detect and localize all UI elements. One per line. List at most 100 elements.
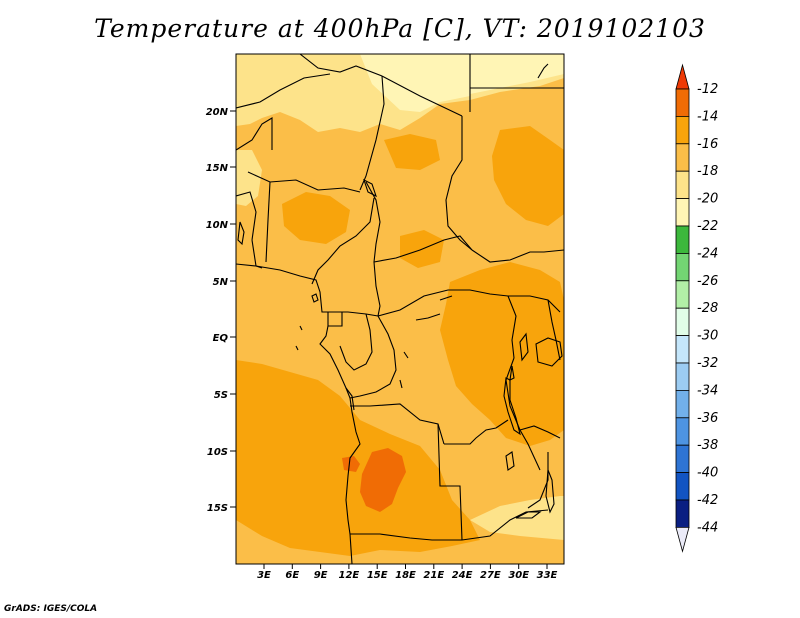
colorbar-segment [675,335,690,364]
field-central-warm-2 [384,134,440,170]
colorbar-segment [675,307,690,337]
credit-footer: GrADS: IGES/COLA [4,604,98,614]
border-eq-guinea [327,312,343,327]
border-southsudan-drc [508,295,561,313]
colorbar-segment [675,116,690,145]
latitude-axis: 20N 15N 10N 5N EQ 5S 10S 15S [206,107,236,514]
lat-tick-label: 15S [207,503,228,514]
colorbar-segment [675,417,690,446]
border-car-drc [377,289,509,317]
colorbar-segment [675,88,690,117]
map-frame [235,53,565,565]
colorbar-segment [675,252,690,282]
lake-mweru [505,451,515,471]
border-congo-drc [349,315,397,399]
colorbar-bottom-arrow [675,527,690,553]
colorbar-label: -44 [697,520,718,535]
field-east-warm [440,262,564,446]
colorbar-label: -26 [697,274,718,289]
border-mali-niger [236,117,273,151]
colorbar-label: -42 [697,493,718,508]
colorbar-segment [675,389,690,419]
lon-tick-label: 18E [395,570,416,581]
lat-tick-label: 5N [213,277,229,288]
lake-chad [363,178,377,198]
border-chad-sudan [445,116,473,251]
border-niger-nigeria [247,171,361,193]
colorbar-segment [675,143,690,172]
field-angola-hot [360,448,406,512]
map-title: Temperature at 400hPa [C], VT: 201910210… [94,14,706,43]
lake-albert [519,332,529,362]
colorbar-label: -36 [697,411,718,426]
field-angola-hot-2 [342,456,360,472]
lon-tick-label: 21E [423,570,444,581]
lake-kariba [515,511,542,519]
field-north-palest [360,54,470,112]
coastlines [236,63,563,564]
border-gabon-congo [339,313,373,371]
colorbar-label: -22 [697,219,718,234]
colorbar-label: -18 [697,164,718,179]
border-burkina-benin [236,191,257,241]
colorbar-segment [675,170,690,199]
lat-tick-label: 15N [206,163,229,174]
field-west-pale [236,150,262,206]
border-benin-nigeria [265,181,271,263]
lon-tick-label: 3E [257,570,271,581]
lake-volta [237,221,245,246]
lon-tick-label: 30E [508,570,529,581]
field-northeast-warm [492,126,564,226]
colorbar-label: -20 [697,192,718,207]
colorbar-label: -16 [697,137,718,152]
coast-islands [295,325,303,351]
coast-gulf-of-guinea [236,263,328,313]
border-drc-angola [350,403,445,445]
border-chad-car [373,235,473,263]
border-sudan-southsudan [471,249,564,263]
lon-tick-label: 9E [314,570,328,581]
river-congo [399,295,453,389]
lon-tick-label: 24E [452,570,473,581]
colorbar-label: -24 [697,246,718,261]
lat-tick-label: EQ [213,333,229,344]
border-drc-tanzania [505,357,541,471]
temperature-field [236,54,564,564]
colorbar-label: -40 [697,466,718,481]
coast-red-sea [537,63,549,79]
lake-malawi [545,469,555,514]
colorbar-label: -12 [697,82,718,97]
border-tanzania-zambia [519,425,561,439]
colorbar-segment [675,362,690,391]
colorbar-segment [675,225,690,254]
field-central-warm-1 [282,192,350,244]
lake-kivu [509,365,515,381]
lon-tick-label: 12E [339,570,360,581]
colorbar-label: -32 [697,356,718,371]
lon-tick-label: 15E [367,570,388,581]
lon-tick-label: 27E [480,570,501,581]
colorbar-segment [675,198,690,227]
lat-tick-label: 10N [206,220,229,231]
border-cameroon-gabon [328,311,379,317]
colorbar-label: -28 [697,301,718,316]
lat-tick-label: 20N [206,107,229,118]
colorbar: -12 -14 -16 -18 -20 -22 -24 -26 -28 -30 -32 -34 -36 -… [675,63,718,553]
border-chad-libya [381,75,463,117]
colorbar-label: -14 [697,109,718,124]
island-bioko [311,293,319,303]
border-niger-algeria [236,73,331,109]
border-angola-namibia [350,533,462,541]
border-zambia-zimbabwe [461,509,549,541]
border-niger-libya [299,54,383,77]
border-drc-angola-east [444,419,509,445]
colorbar-label: -38 [697,438,718,453]
coast-west-central-africa [319,325,361,564]
field-north-palest-east [470,54,564,94]
border-nigeria-cameroon [311,197,375,285]
border-cameroon-car [373,261,381,317]
lat-tick-label: 5S [214,390,228,401]
field-southwest-warm [236,360,480,556]
border-cabinda [345,387,355,411]
